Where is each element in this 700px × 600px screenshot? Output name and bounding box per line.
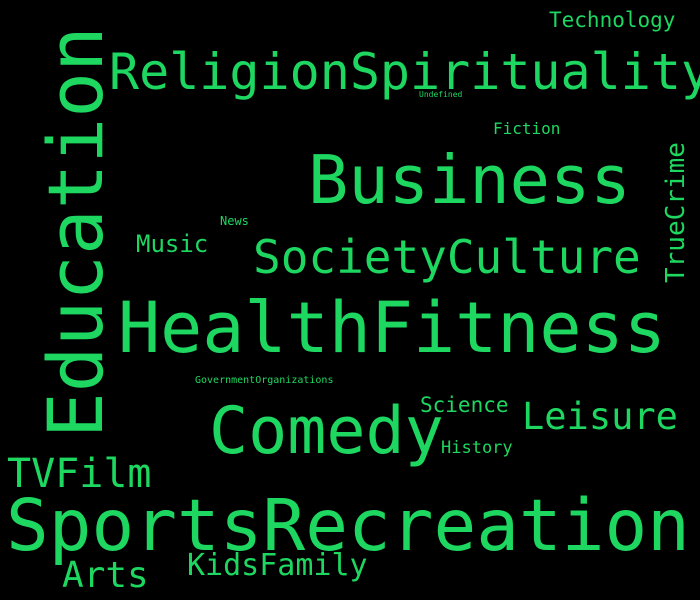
word-technology: Technology — [549, 8, 676, 32]
word-health-fitness: HealthFitness — [118, 287, 666, 369]
word-history: History — [441, 438, 513, 458]
word-arts: Arts — [62, 555, 149, 596]
word-comedy: Comedy — [209, 394, 444, 469]
word-news: News — [220, 214, 249, 228]
word-religion-spirituality: ReligionSpirituality — [109, 43, 700, 101]
word-undefined: Undefined — [419, 90, 463, 99]
word-business: Business — [308, 141, 631, 219]
word-government-organizations: GovernmentOrganizations — [195, 375, 334, 386]
word-true-crime: TrueCrime — [661, 142, 691, 283]
word-education: Education — [31, 26, 120, 438]
word-music: Music — [136, 230, 209, 258]
word-sports-recreation: SportsRecreation — [6, 484, 690, 567]
word-science: Science — [420, 393, 509, 417]
word-kids-family: KidsFamily — [187, 548, 368, 583]
word-leisure: Leisure — [522, 395, 678, 438]
word-tv-film: TVFilm — [7, 451, 152, 497]
word-society-culture: SocietyCulture — [253, 230, 641, 284]
word-fiction: Fiction — [493, 119, 561, 138]
